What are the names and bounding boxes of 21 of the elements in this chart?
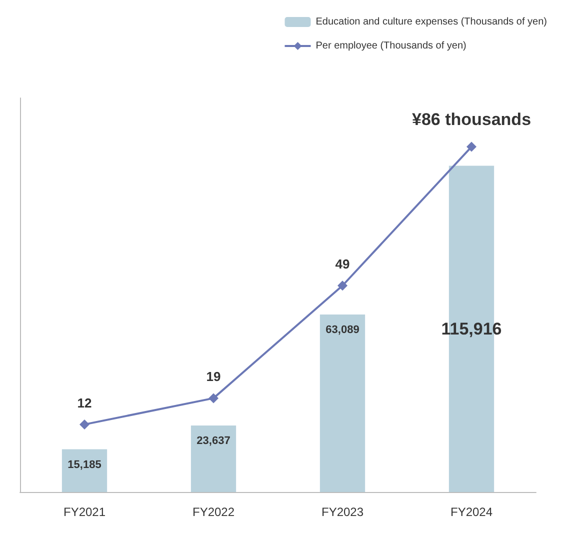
bar xyxy=(62,449,108,492)
data-label: 49 xyxy=(335,256,350,272)
x-tick-label: FY2024 xyxy=(450,505,493,519)
point xyxy=(80,419,90,430)
point xyxy=(466,142,476,152)
legend-label: Education and culture expenses (Thousands of yen) xyxy=(316,16,548,28)
x-tick-label: FY2022 xyxy=(192,505,235,519)
bar xyxy=(190,425,236,492)
x-tick-label: FY2021 xyxy=(63,505,106,519)
data-label: 63,089 xyxy=(326,324,360,336)
data-label: 19 xyxy=(206,369,221,384)
data-label: 115,916 xyxy=(441,319,502,338)
point xyxy=(208,393,218,404)
legend-label: Per employee (Thousands of yen) xyxy=(316,40,466,52)
data-label: ¥86 thousands xyxy=(412,110,532,129)
bar xyxy=(320,314,366,492)
data-label: 12 xyxy=(77,395,92,410)
x-tick-label: FY2023 xyxy=(321,505,364,519)
data-label: 23,637 xyxy=(196,434,230,447)
data-label: 15,185 xyxy=(68,458,102,471)
point xyxy=(338,280,348,291)
